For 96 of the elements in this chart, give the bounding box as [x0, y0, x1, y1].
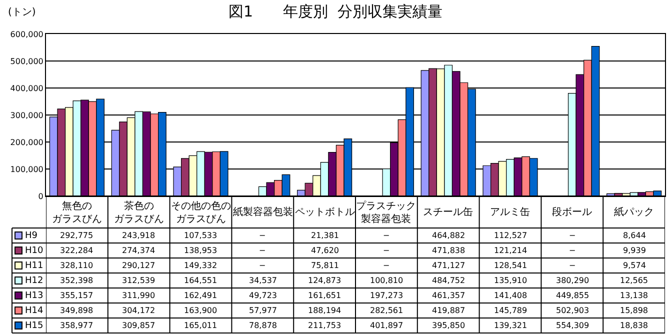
- data-label: 128,541: [494, 261, 528, 270]
- data-label: 309,857: [122, 321, 156, 330]
- data-label: 138,953: [184, 246, 218, 255]
- data-label: 471,127: [432, 261, 466, 270]
- x-tick-label: プラスチック製容器包装: [356, 200, 416, 225]
- data-label: 471,838: [432, 246, 466, 255]
- data-label: 355,157: [60, 291, 94, 300]
- legend-label: H14: [25, 306, 44, 316]
- data-label: 349,898: [60, 306, 94, 315]
- x-tick-label: 紙製容器包装: [233, 206, 293, 218]
- y-tick-label: 500,000: [10, 56, 44, 66]
- x-tick-label: 茶色のガラスびん: [114, 200, 164, 225]
- legend-label: H11: [25, 261, 44, 271]
- y-tick-label: 100,000: [10, 164, 44, 174]
- data-label: 328,110: [60, 261, 94, 270]
- y-tick-label: 300,000: [10, 110, 44, 120]
- y-tick-label: 600,000: [10, 30, 44, 39]
- data-label: 75,811: [311, 261, 339, 270]
- data-label: 312,539: [122, 276, 156, 285]
- x-tick-label: 紙パック: [614, 206, 654, 218]
- data-label: 484,752: [432, 276, 466, 285]
- text: −: [569, 261, 576, 270]
- data-label: 18,838: [620, 321, 648, 330]
- x-tick-label: 無色のガラスびん: [52, 200, 102, 225]
- data-label: 197,273: [370, 291, 404, 300]
- data-label: 290,127: [122, 261, 156, 270]
- data-label: 292,775: [60, 231, 94, 240]
- data-label: 9,574: [623, 261, 646, 270]
- data-label: 112,527: [494, 231, 528, 240]
- data-label: 139,321: [494, 321, 528, 330]
- data-label: 100,810: [370, 276, 404, 285]
- text: −: [383, 231, 390, 240]
- y-tick-label: 400,000: [10, 84, 44, 93]
- data-label: 164,551: [184, 276, 218, 285]
- data-label: 358,977: [60, 321, 94, 330]
- data-label: 13,138: [620, 291, 648, 300]
- data-label: 311,990: [122, 291, 156, 300]
- data-label: 162,491: [184, 291, 218, 300]
- data-label: 352,398: [60, 276, 94, 285]
- y-tick-label: 200,000: [10, 138, 44, 147]
- data-label: 47,620: [311, 246, 339, 255]
- text: −: [569, 231, 576, 240]
- data-label: 395,850: [432, 321, 466, 330]
- data-label: 211,753: [308, 321, 342, 330]
- data-label: 78,878: [249, 321, 277, 330]
- x-tick-label: 段ボール: [552, 206, 592, 218]
- data-label: 461,357: [432, 291, 466, 300]
- data-label: 161,651: [308, 291, 342, 300]
- data-label: 57,977: [249, 306, 277, 315]
- text: −: [383, 261, 390, 270]
- chart-title: 図1 年度別 分別収集実績量: [228, 2, 443, 20]
- data-label: 419,887: [432, 306, 466, 315]
- y-tick-label: 0: [38, 192, 44, 201]
- text: −: [383, 246, 390, 255]
- legend-label: H13: [25, 291, 44, 301]
- data-label: 9,939: [623, 246, 646, 255]
- data-label: 163,900: [184, 306, 218, 315]
- legend-label: H10: [25, 246, 44, 256]
- legend-label: H15: [25, 321, 44, 331]
- x-tick-label: ペットボトル: [295, 207, 355, 218]
- data-label: 243,918: [122, 231, 156, 240]
- data-label: 401,897: [370, 321, 404, 330]
- legend-label: H12: [25, 276, 44, 286]
- data-label: 12,565: [620, 276, 648, 285]
- data-label: 464,882: [432, 231, 466, 240]
- data-label: 141,408: [494, 291, 528, 300]
- data-label: 380,290: [556, 276, 590, 285]
- data-label: 149,332: [184, 261, 218, 270]
- data-label: 188,194: [308, 306, 342, 315]
- data-label: 502,903: [556, 306, 590, 315]
- text: −: [259, 231, 266, 240]
- legend-label: H9: [25, 231, 38, 241]
- data-label: 124,873: [308, 276, 342, 285]
- text: −: [259, 261, 266, 270]
- data-label: 274,374: [122, 246, 156, 255]
- data-label: 34,537: [249, 276, 277, 285]
- data-label: 121,214: [494, 246, 528, 255]
- data-label: 15,898: [620, 306, 648, 315]
- data-label: 145,789: [494, 306, 528, 315]
- data-label: 107,533: [184, 231, 218, 240]
- data-label: 49,723: [249, 291, 277, 300]
- data-label: 135,910: [494, 276, 528, 285]
- y-axis-title: (トン): [8, 7, 36, 18]
- text: −: [259, 246, 266, 255]
- data-label: 304,172: [122, 306, 156, 315]
- data-label: 322,284: [60, 246, 94, 255]
- x-tick-label: スチール缶: [423, 207, 473, 218]
- x-tick-label: その他の色のガラスびん: [171, 200, 231, 225]
- text: −: [569, 246, 576, 255]
- data-label: 8,644: [623, 231, 646, 240]
- data-label: 165,011: [184, 321, 218, 330]
- data-label: 282,561: [370, 306, 404, 315]
- x-tick-label: アルミ缶: [490, 207, 530, 218]
- data-label: 21,381: [311, 231, 339, 240]
- data-label: 449,855: [556, 291, 590, 300]
- data-label: 554,309: [556, 321, 590, 330]
